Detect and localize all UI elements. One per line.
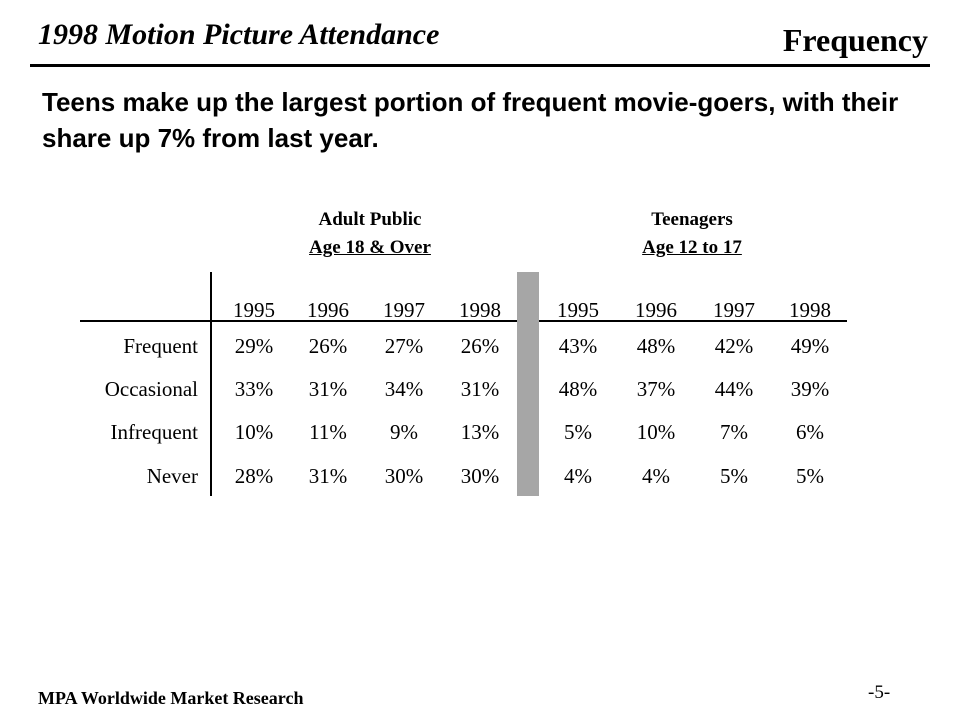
page-title: 1998 Motion Picture Attendance (38, 18, 440, 51)
table-cell: 29% (234, 334, 274, 358)
group-header-adult-line1: Adult Public (318, 209, 422, 230)
title-divider (30, 64, 930, 67)
table-cell: 27% (384, 334, 424, 358)
group-separator-bar (517, 272, 539, 496)
footer-source: MPA Worldwide Market Research (38, 688, 304, 708)
table-cell: 6% (796, 420, 824, 444)
table-cell: 28% (234, 464, 274, 488)
table-cell: 26% (308, 334, 348, 358)
table-cell: 48% (636, 334, 676, 358)
table-cell: 34% (384, 377, 424, 401)
year-header: 1998 (459, 298, 501, 322)
table-cell: 42% (714, 334, 754, 358)
table-cell: 4% (642, 464, 670, 488)
row-label: Occasional (104, 377, 198, 401)
table-cell: 10% (636, 420, 676, 444)
group-header-teen: Teenagers Age 12 to 17 (572, 206, 812, 262)
table-cell: 48% (558, 377, 598, 401)
table-cell: 10% (234, 420, 274, 444)
year-header: 1997 (383, 298, 425, 322)
year-header: 1995 (233, 298, 275, 322)
group-header-teen-line2: Age 12 to 17 (642, 237, 742, 258)
table-cell: 7% (720, 420, 748, 444)
table-cell: 39% (790, 377, 830, 401)
table-cell: 26% (460, 334, 500, 358)
header-rule-left (80, 320, 517, 322)
group-header-adult: Adult Public Age 18 & Over (250, 206, 490, 262)
row-label: Never (146, 464, 198, 488)
table-cell: 5% (720, 464, 748, 488)
table-cell: 9% (390, 420, 418, 444)
year-header: 1997 (713, 298, 755, 322)
table-cell: 37% (636, 377, 676, 401)
table-cell: 33% (234, 377, 274, 401)
page-number: -5- (868, 682, 891, 703)
table-cell: 13% (460, 420, 500, 444)
table-cell: 31% (460, 377, 500, 401)
table-cell: 5% (796, 464, 824, 488)
year-header: 1996 (307, 298, 349, 322)
table-cell: 43% (558, 334, 598, 358)
row-label: Frequent (123, 334, 198, 358)
year-header: 1995 (557, 298, 599, 322)
table-cell: 31% (308, 377, 348, 401)
table-cell: 30% (460, 464, 500, 488)
subtitle: Teens make up the largest portion of fre… (42, 87, 899, 153)
year-header: 1998 (789, 298, 831, 322)
row-label-divider (210, 272, 212, 496)
table-cell: 49% (790, 334, 830, 358)
year-header: 1996 (635, 298, 677, 322)
table-cell: 30% (384, 464, 424, 488)
header-rule-right (539, 320, 847, 322)
row-label: Infrequent (110, 420, 198, 444)
table-cell: 5% (564, 420, 592, 444)
section-title: Frequency (782, 22, 928, 58)
group-header-teen-line1: Teenagers (651, 209, 733, 230)
table-cell: 4% (564, 464, 592, 488)
group-header-adult-line2: Age 18 & Over (309, 237, 431, 258)
table-cell: 11% (309, 420, 347, 444)
table-cell: 31% (308, 464, 348, 488)
table-cell: 44% (714, 377, 754, 401)
